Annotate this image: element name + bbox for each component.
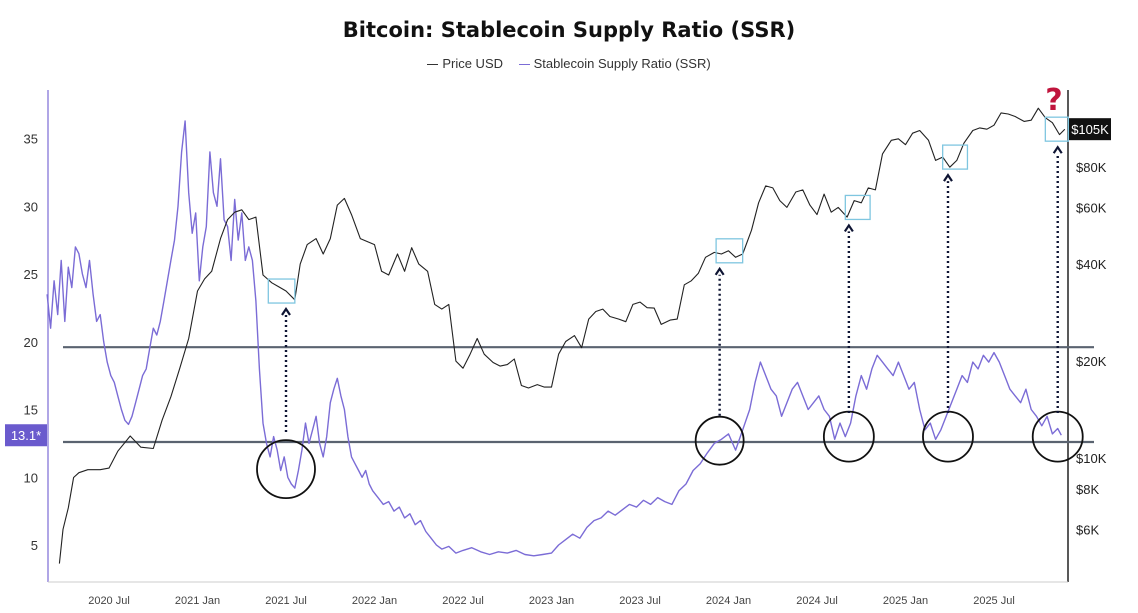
left-tick-label: 5 [31, 538, 38, 553]
right-tick-label: $80K [1076, 160, 1107, 175]
highlight-box [942, 144, 969, 170]
legend-swatch-ssr [518, 64, 530, 66]
x-tick-label: 2022 Jul [442, 595, 484, 607]
current-price-label: $105K [1071, 122, 1109, 137]
legend-item-price[interactable]: Price USD [427, 56, 503, 71]
x-tick-label: 2021 Jul [265, 595, 307, 607]
left-tick-label: 10 [24, 470, 38, 485]
price-series-line [58, 107, 1066, 564]
right-tick-label: $6K [1076, 522, 1099, 537]
highlight-box [1044, 116, 1069, 142]
arrow-head [943, 173, 953, 182]
left-tick-label: 35 [24, 132, 38, 147]
highlight-box [267, 278, 296, 304]
right-tick-label: $40K [1076, 257, 1107, 272]
left-tick-label: 30 [24, 199, 38, 214]
x-tick-label: 2021 Jan [175, 595, 220, 607]
question-mark-annotation: ? [1045, 83, 1062, 118]
left-tick-label: 25 [24, 267, 38, 282]
x-tick-label: 2022 Jan [352, 595, 397, 607]
highlight-circle [922, 410, 974, 463]
highlight-box [715, 238, 744, 264]
left-tick-label: 20 [24, 335, 38, 350]
current-price-badge [1069, 118, 1111, 141]
arrow-head [281, 307, 291, 316]
legend: Price USD Stablecoin Supply Ratio (SSR) [0, 56, 1138, 71]
x-tick-label: 2024 Jul [796, 595, 838, 607]
legend-label-price: Price USD [442, 56, 504, 71]
x-tick-label: 2024 Jan [706, 595, 751, 607]
highlight-box [844, 194, 871, 221]
arrow-head [1052, 145, 1063, 154]
legend-swatch-price [427, 64, 439, 66]
arrow-head [714, 266, 725, 276]
highlight-circle [256, 439, 316, 500]
left-tick-label: 15 [24, 403, 38, 418]
x-tick-label: 2023 Jan [529, 595, 574, 607]
x-tick-label: 2020 Jul [88, 595, 130, 607]
highlight-circle [694, 415, 745, 466]
right-tick-label: $60K [1076, 200, 1107, 215]
current-ssr-badge [5, 424, 47, 447]
right-tick-label: $8K [1076, 482, 1099, 497]
ssr-series-line [46, 120, 1062, 557]
x-tick-label: 2025 Jul [973, 595, 1015, 607]
current-ssr-label: 13.1* [11, 428, 41, 443]
arrow-head [843, 223, 854, 233]
chart-title: Bitcoin: Stablecoin Supply Ratio (SSR) [342, 18, 796, 42]
right-tick-label: $10K [1076, 451, 1107, 466]
legend-label-ssr: Stablecoin Supply Ratio (SSR) [533, 56, 711, 71]
legend-item-ssr[interactable]: Stablecoin Supply Ratio (SSR) [518, 56, 711, 71]
x-tick-label: 2023 Jul [619, 595, 661, 607]
highlight-circle [822, 410, 875, 463]
x-tick-label: 2025 Jan [883, 595, 928, 607]
highlight-circle [1031, 410, 1084, 463]
right-tick-label: $20K [1076, 354, 1107, 369]
